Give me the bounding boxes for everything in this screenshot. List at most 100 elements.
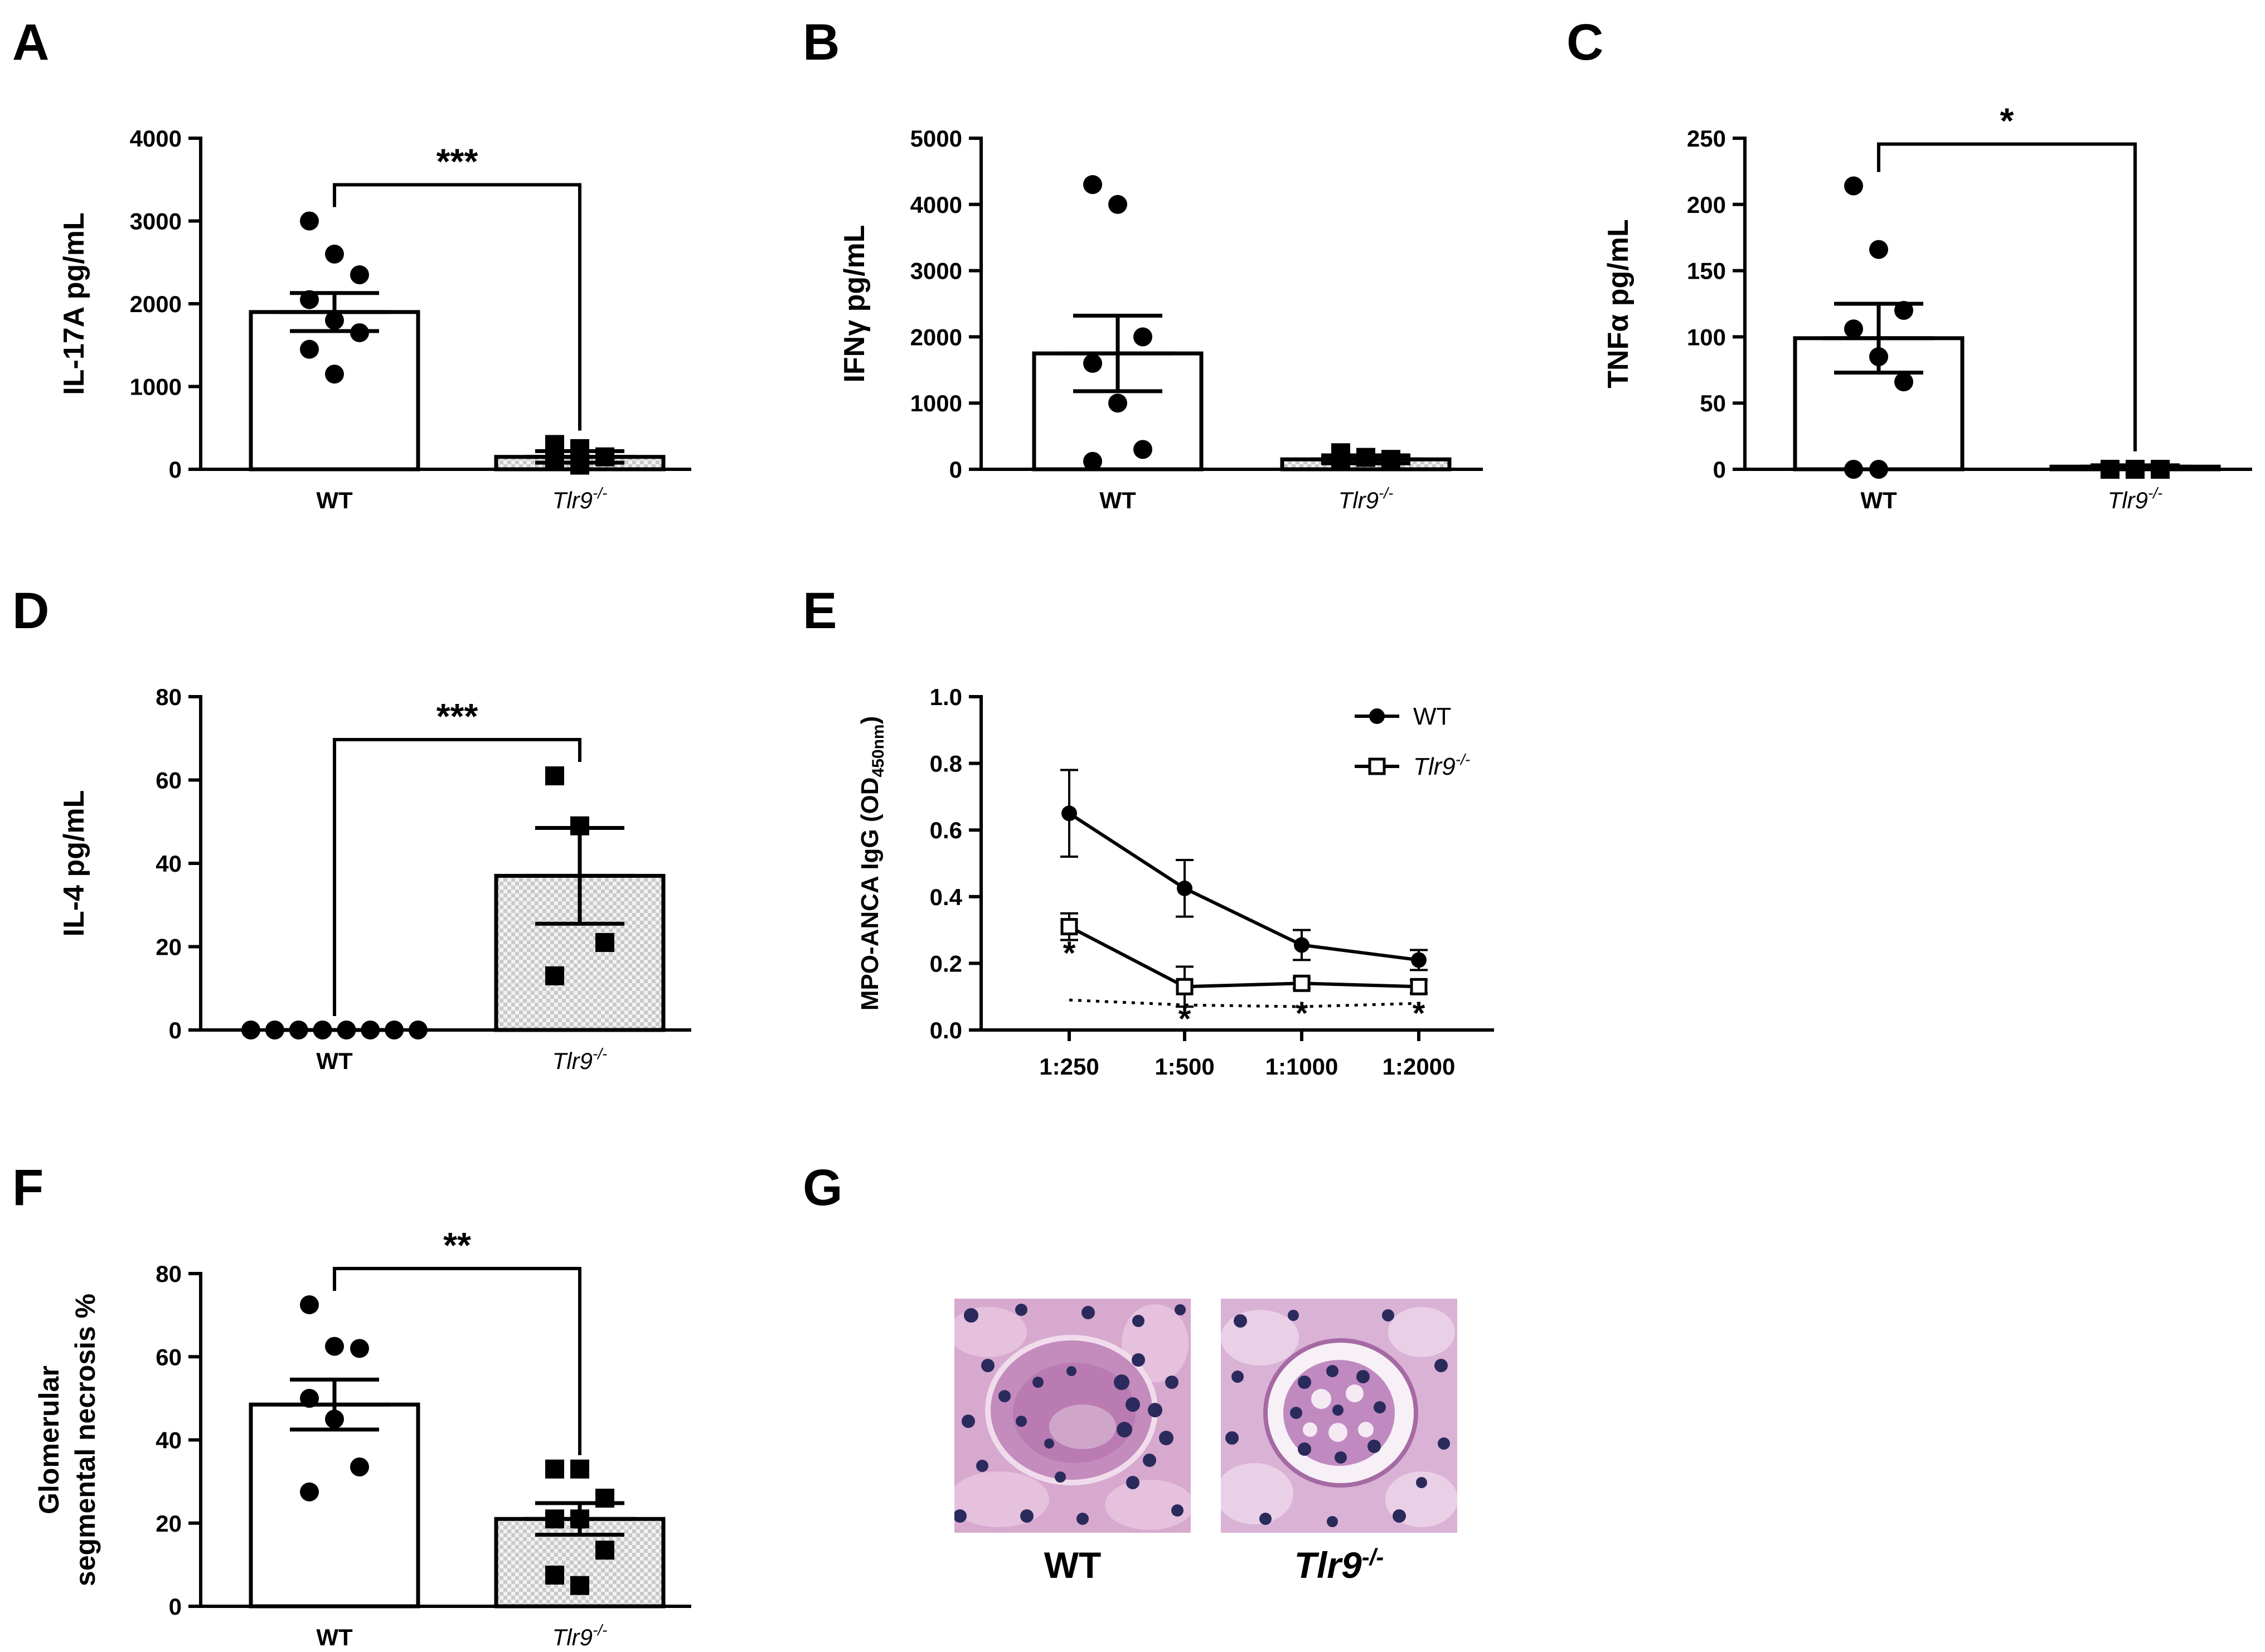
significance-bracket: [1877, 142, 2137, 451]
x-tick-text: Tlr9: [2108, 487, 2148, 513]
data-point: [1894, 372, 1913, 392]
legend-marker: [1369, 708, 1385, 724]
legend-label: Tlr9-/-: [1413, 751, 1470, 780]
data-point: [1108, 195, 1127, 214]
y-axis-label: TNFα pg/mL: [1602, 219, 1635, 388]
data-point: [1844, 319, 1863, 339]
y-tick-label: 4000: [910, 192, 962, 218]
histology-wt-label: WT: [956, 1544, 1190, 1586]
data-point: [1083, 353, 1102, 373]
x-tick-label: 1:500: [1155, 1053, 1214, 1080]
data-point: [1060, 918, 1078, 936]
y-tick-label: 0.6: [930, 817, 962, 843]
data-point: [325, 244, 344, 264]
x-tick-label: WT: [316, 1624, 353, 1649]
panel-label-a: A: [12, 14, 50, 71]
histology-tlr9-text: Tlr9: [1294, 1544, 1362, 1586]
y-tick-label: 20: [156, 1510, 182, 1537]
panel-label-e: E: [803, 582, 837, 639]
panel-label-c: C: [1566, 14, 1604, 71]
chart-d: 0 20 40 60 80 IL-4 pg/mL WT Tlr9-/- ***: [58, 684, 691, 1074]
x-tick-text: WT: [1099, 487, 1136, 513]
data-point: [595, 1541, 614, 1560]
data-point: [1061, 805, 1077, 822]
significance-star: *: [1296, 995, 1308, 1032]
data-point: [1177, 880, 1192, 896]
y-axis-label: IL-4 pg/mL: [58, 790, 90, 937]
data-point: [545, 1459, 564, 1479]
x-tick-label: WT: [316, 1048, 353, 1074]
chart-b: 0 1000 2000 3000 4000 5000 IFNγ pg/mL WT Tlr9-/-: [838, 125, 1483, 513]
significance-stars: ***: [436, 142, 478, 182]
data-point: [1083, 451, 1102, 471]
y-tick-label: 5000: [910, 125, 962, 152]
x-tick-text: WT: [316, 1624, 353, 1649]
y-tick-label: 0.2: [930, 950, 962, 976]
significance-star: *: [1178, 1001, 1191, 1037]
x-tick-superscript: -/-: [593, 1621, 607, 1639]
y-tick-label: 0: [1713, 456, 1726, 483]
y-axis-label: IFNγ pg/mL: [838, 225, 871, 382]
y-tick-label: 60: [156, 1344, 182, 1370]
data-point: [545, 966, 564, 985]
y-axis-label: Glomerular: [33, 1366, 65, 1514]
x-tick-superscript: -/-: [593, 484, 607, 502]
y-tick-label: 1000: [910, 390, 962, 416]
data-point: [545, 1566, 564, 1585]
x-tick-superscript: -/-: [1379, 484, 1393, 502]
x-tick-text: WT: [316, 487, 353, 513]
data-point: [570, 1459, 589, 1479]
data-point: [1869, 240, 1888, 259]
data-point: [1133, 327, 1152, 347]
chart-f: 0 20 40 60 80 Glomerular segmental necrosis % W…: [33, 1225, 691, 1650]
y-tick-label: 2000: [910, 324, 962, 350]
x-tick-superscript: -/-: [2148, 484, 2162, 502]
y-tick-label: 80: [156, 1261, 182, 1287]
legend: WT Tlr9-/-: [1355, 703, 1470, 780]
data-point: [350, 1457, 369, 1477]
y-tick-label: 3000: [130, 208, 182, 235]
y-tick-label: 20: [156, 934, 182, 960]
x-tick-text: Tlr9: [552, 1624, 593, 1649]
y-axis-label-line2: segmental necrosis %: [70, 1294, 101, 1586]
x-tick-text: Tlr9: [1338, 487, 1379, 513]
y-tick-label: 0.8: [930, 751, 962, 777]
data-point: [325, 365, 344, 384]
histology-wt-text: WT: [1044, 1544, 1102, 1586]
chart-e: 0.0 0.2 0.4 0.6 0.8 1.0 MPO-ANCA IgG (OD450nm)…: [856, 684, 1494, 1080]
data-point: [1293, 974, 1311, 992]
x-tick-label: Tlr9-/-: [2108, 484, 2163, 513]
x-tick-text: WT: [316, 1048, 353, 1074]
data-point: [265, 1021, 284, 1039]
x-tick-label: Tlr9-/-: [1338, 484, 1394, 513]
significance-stars: **: [443, 1225, 471, 1265]
significance-star: *: [1063, 935, 1076, 971]
legend-label: WT: [1413, 703, 1451, 730]
y-tick-label: 0.0: [930, 1017, 962, 1043]
x-tick-label: WT: [1860, 487, 1897, 513]
y-tick-label: 60: [156, 767, 182, 794]
significance-star: *: [1413, 995, 1425, 1032]
y-tick-label: 0: [169, 1593, 182, 1620]
data-point: [325, 1337, 344, 1356]
data-point: [1294, 937, 1309, 953]
y-tick-label: 100: [1687, 324, 1726, 350]
panel-label-b: B: [803, 14, 840, 71]
panel-label-d: D: [12, 582, 50, 639]
y-tick-label: 1.0: [930, 684, 962, 710]
bar: [249, 1402, 420, 1609]
y-tick-label: 0: [169, 456, 182, 483]
x-tick-label: Tlr9-/-: [552, 484, 608, 513]
legend-text: Tlr9: [1413, 753, 1456, 780]
histology-tlr9-image: [1221, 1299, 1457, 1533]
y-tick-label: 2000: [130, 291, 182, 317]
x-tick-text: Tlr9: [552, 487, 593, 513]
legend-superscript: -/-: [1456, 751, 1470, 768]
x-tick-superscript: -/-: [593, 1045, 607, 1062]
data-point: [1176, 978, 1194, 995]
data-point: [300, 339, 319, 359]
data-point: [1844, 176, 1863, 196]
bar: [249, 310, 420, 472]
y-tick-label: 50: [1700, 390, 1726, 416]
data-point: [1411, 952, 1427, 968]
